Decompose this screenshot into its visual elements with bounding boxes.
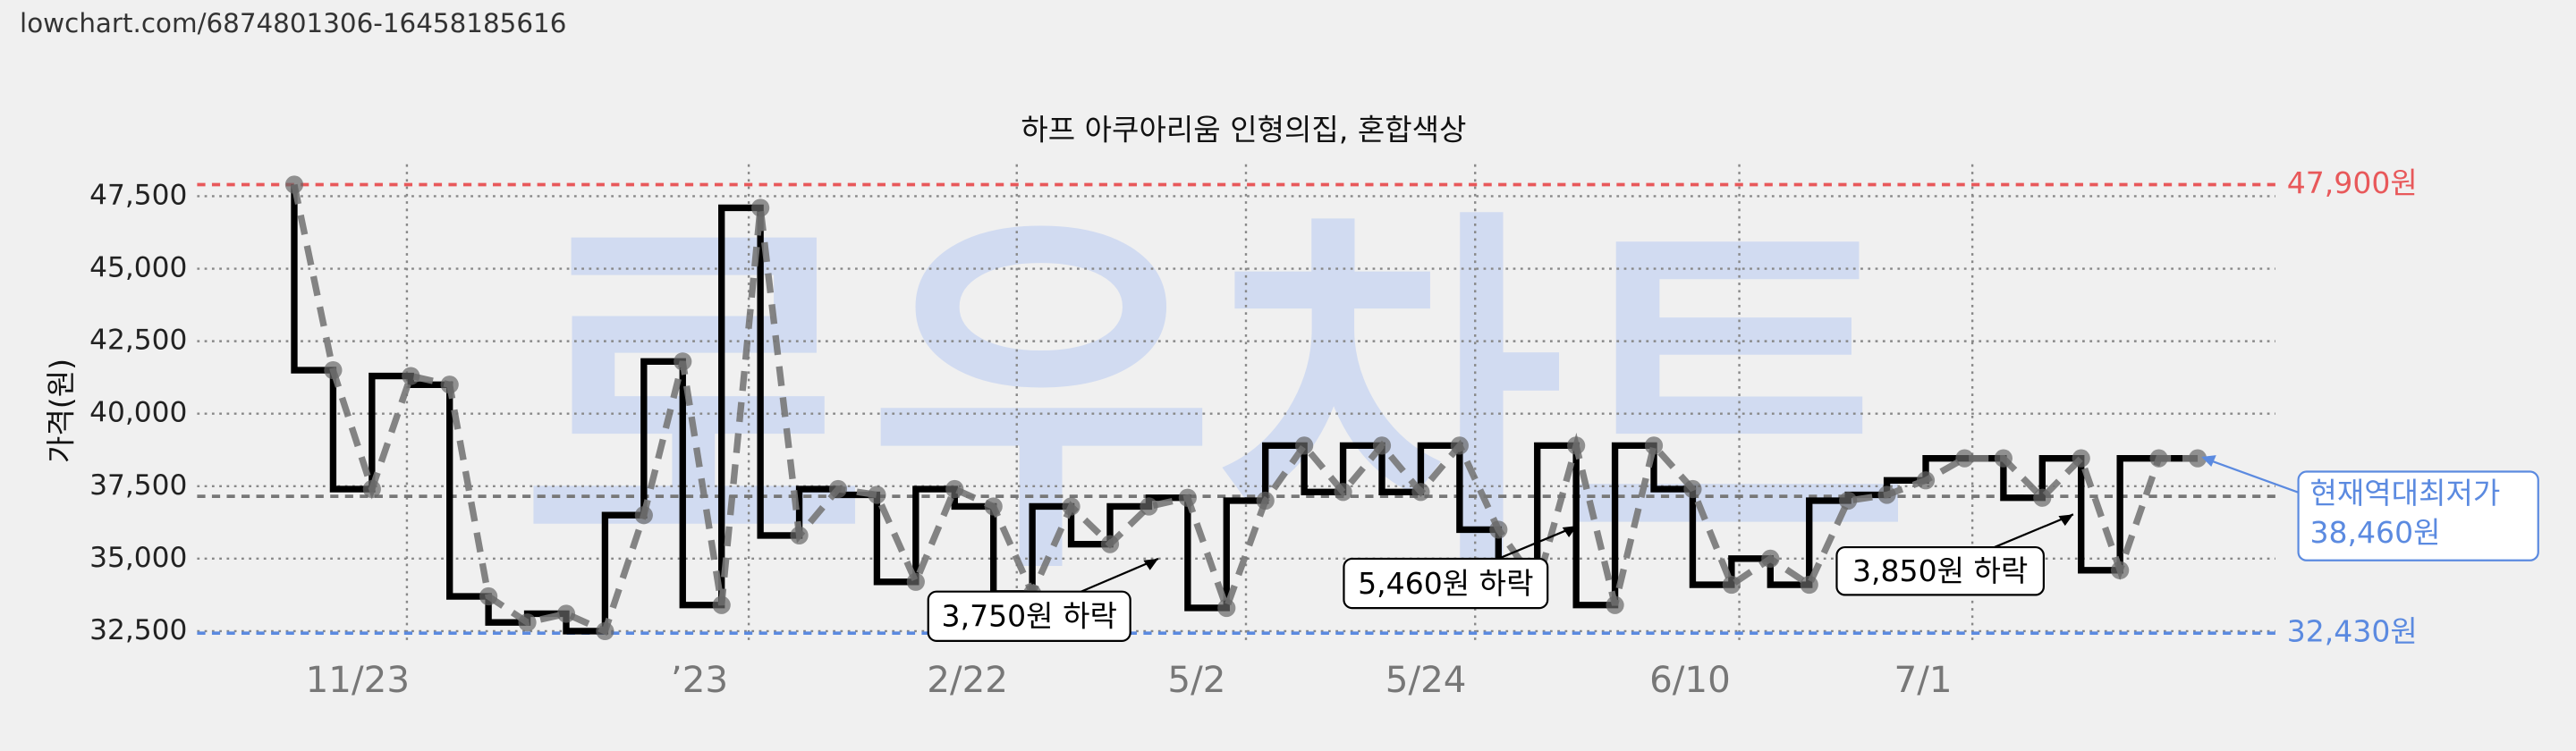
point — [479, 586, 498, 606]
y-tick-label: 47,500 — [89, 179, 187, 211]
x-tick-label: ’23 — [671, 658, 728, 701]
arrow-head — [2058, 514, 2073, 527]
watermark: 로우차트 — [521, 180, 1911, 620]
point — [1372, 436, 1392, 455]
point — [1062, 497, 1080, 516]
point — [712, 595, 731, 614]
current-arrow — [2204, 457, 2301, 494]
point — [1489, 520, 1508, 539]
point — [402, 367, 420, 385]
point — [284, 175, 304, 194]
y-tick-label: 35,000 — [89, 542, 187, 574]
point — [674, 352, 692, 371]
reference-label: 47,900원 — [2287, 165, 2418, 200]
point — [1295, 436, 1314, 455]
point — [2149, 449, 2168, 468]
point — [1450, 436, 1469, 455]
arrow-head — [2201, 455, 2216, 468]
x-tick-label: 5/24 — [1385, 658, 1467, 701]
point — [868, 485, 886, 504]
point — [440, 376, 459, 394]
point — [1877, 485, 1896, 504]
x-tick-label: 6/10 — [1649, 658, 1731, 701]
point — [906, 572, 925, 591]
point — [751, 198, 770, 217]
point — [1761, 549, 1780, 568]
x-tick-label: 11/23 — [306, 658, 410, 701]
point — [790, 526, 809, 545]
annotation-text: 5,460원 하락 — [1358, 566, 1533, 601]
point — [1994, 449, 2012, 468]
annotation-arrow — [1497, 525, 1578, 560]
point — [1683, 479, 1702, 499]
x-tick-label: 7/1 — [1894, 658, 1953, 701]
annotation-arrow — [1994, 513, 2074, 549]
point — [634, 506, 653, 525]
y-tick-label: 45,000 — [89, 252, 187, 284]
current-box — [2297, 470, 2539, 561]
point — [1411, 483, 1430, 502]
x-tick-label: 2/22 — [927, 658, 1008, 701]
point — [1839, 491, 1858, 511]
arrow-head — [1143, 558, 1158, 570]
annotation-box — [1835, 545, 2045, 596]
point — [1722, 575, 1741, 595]
point — [596, 621, 614, 641]
annotation-text: 3,850원 하락 — [1852, 553, 2028, 588]
point — [828, 479, 848, 499]
point — [2188, 449, 2207, 468]
point — [324, 360, 343, 380]
point — [945, 479, 964, 499]
point — [362, 479, 381, 499]
point — [556, 604, 576, 623]
y-tick-label: 40,000 — [89, 397, 187, 429]
point — [2072, 449, 2090, 468]
point — [1100, 535, 1120, 553]
point — [1334, 483, 1352, 502]
x-tick-label: 5/2 — [1167, 658, 1225, 701]
arrow-head — [1562, 526, 1578, 538]
y-tick-label: 42,500 — [89, 325, 187, 357]
reference-label: 32,430원 — [2287, 614, 2418, 649]
point — [2111, 561, 2130, 579]
chart-title: 하프 아쿠아리움 인형의집, 혼합색상 — [1021, 113, 1466, 148]
url: lowchart.com/6874801306-16458185616 — [20, 8, 566, 38]
point — [1644, 436, 1664, 455]
point — [1140, 497, 1158, 516]
point — [1800, 575, 1818, 595]
annotation-box — [927, 590, 1131, 642]
point — [984, 497, 1003, 516]
y-tick-label: 32,500 — [89, 614, 187, 646]
annotation-box — [1343, 557, 1549, 610]
point — [2033, 488, 2052, 507]
point — [1916, 471, 1936, 490]
point — [518, 613, 537, 632]
annotation-arrow — [1080, 557, 1159, 593]
y-tick-label: 37,500 — [89, 469, 187, 502]
annotation-text: 3,750원 하락 — [942, 599, 1117, 634]
current-text: 38,460원 — [2309, 515, 2440, 550]
point — [1217, 598, 1236, 618]
point — [1955, 449, 1974, 468]
y-axis-label: 가격(원) — [43, 359, 78, 463]
current-text: 현재역대최저가 — [2309, 476, 2500, 511]
point — [1606, 595, 1624, 614]
point — [1256, 491, 1275, 511]
point — [1178, 488, 1197, 507]
point — [1567, 436, 1586, 455]
